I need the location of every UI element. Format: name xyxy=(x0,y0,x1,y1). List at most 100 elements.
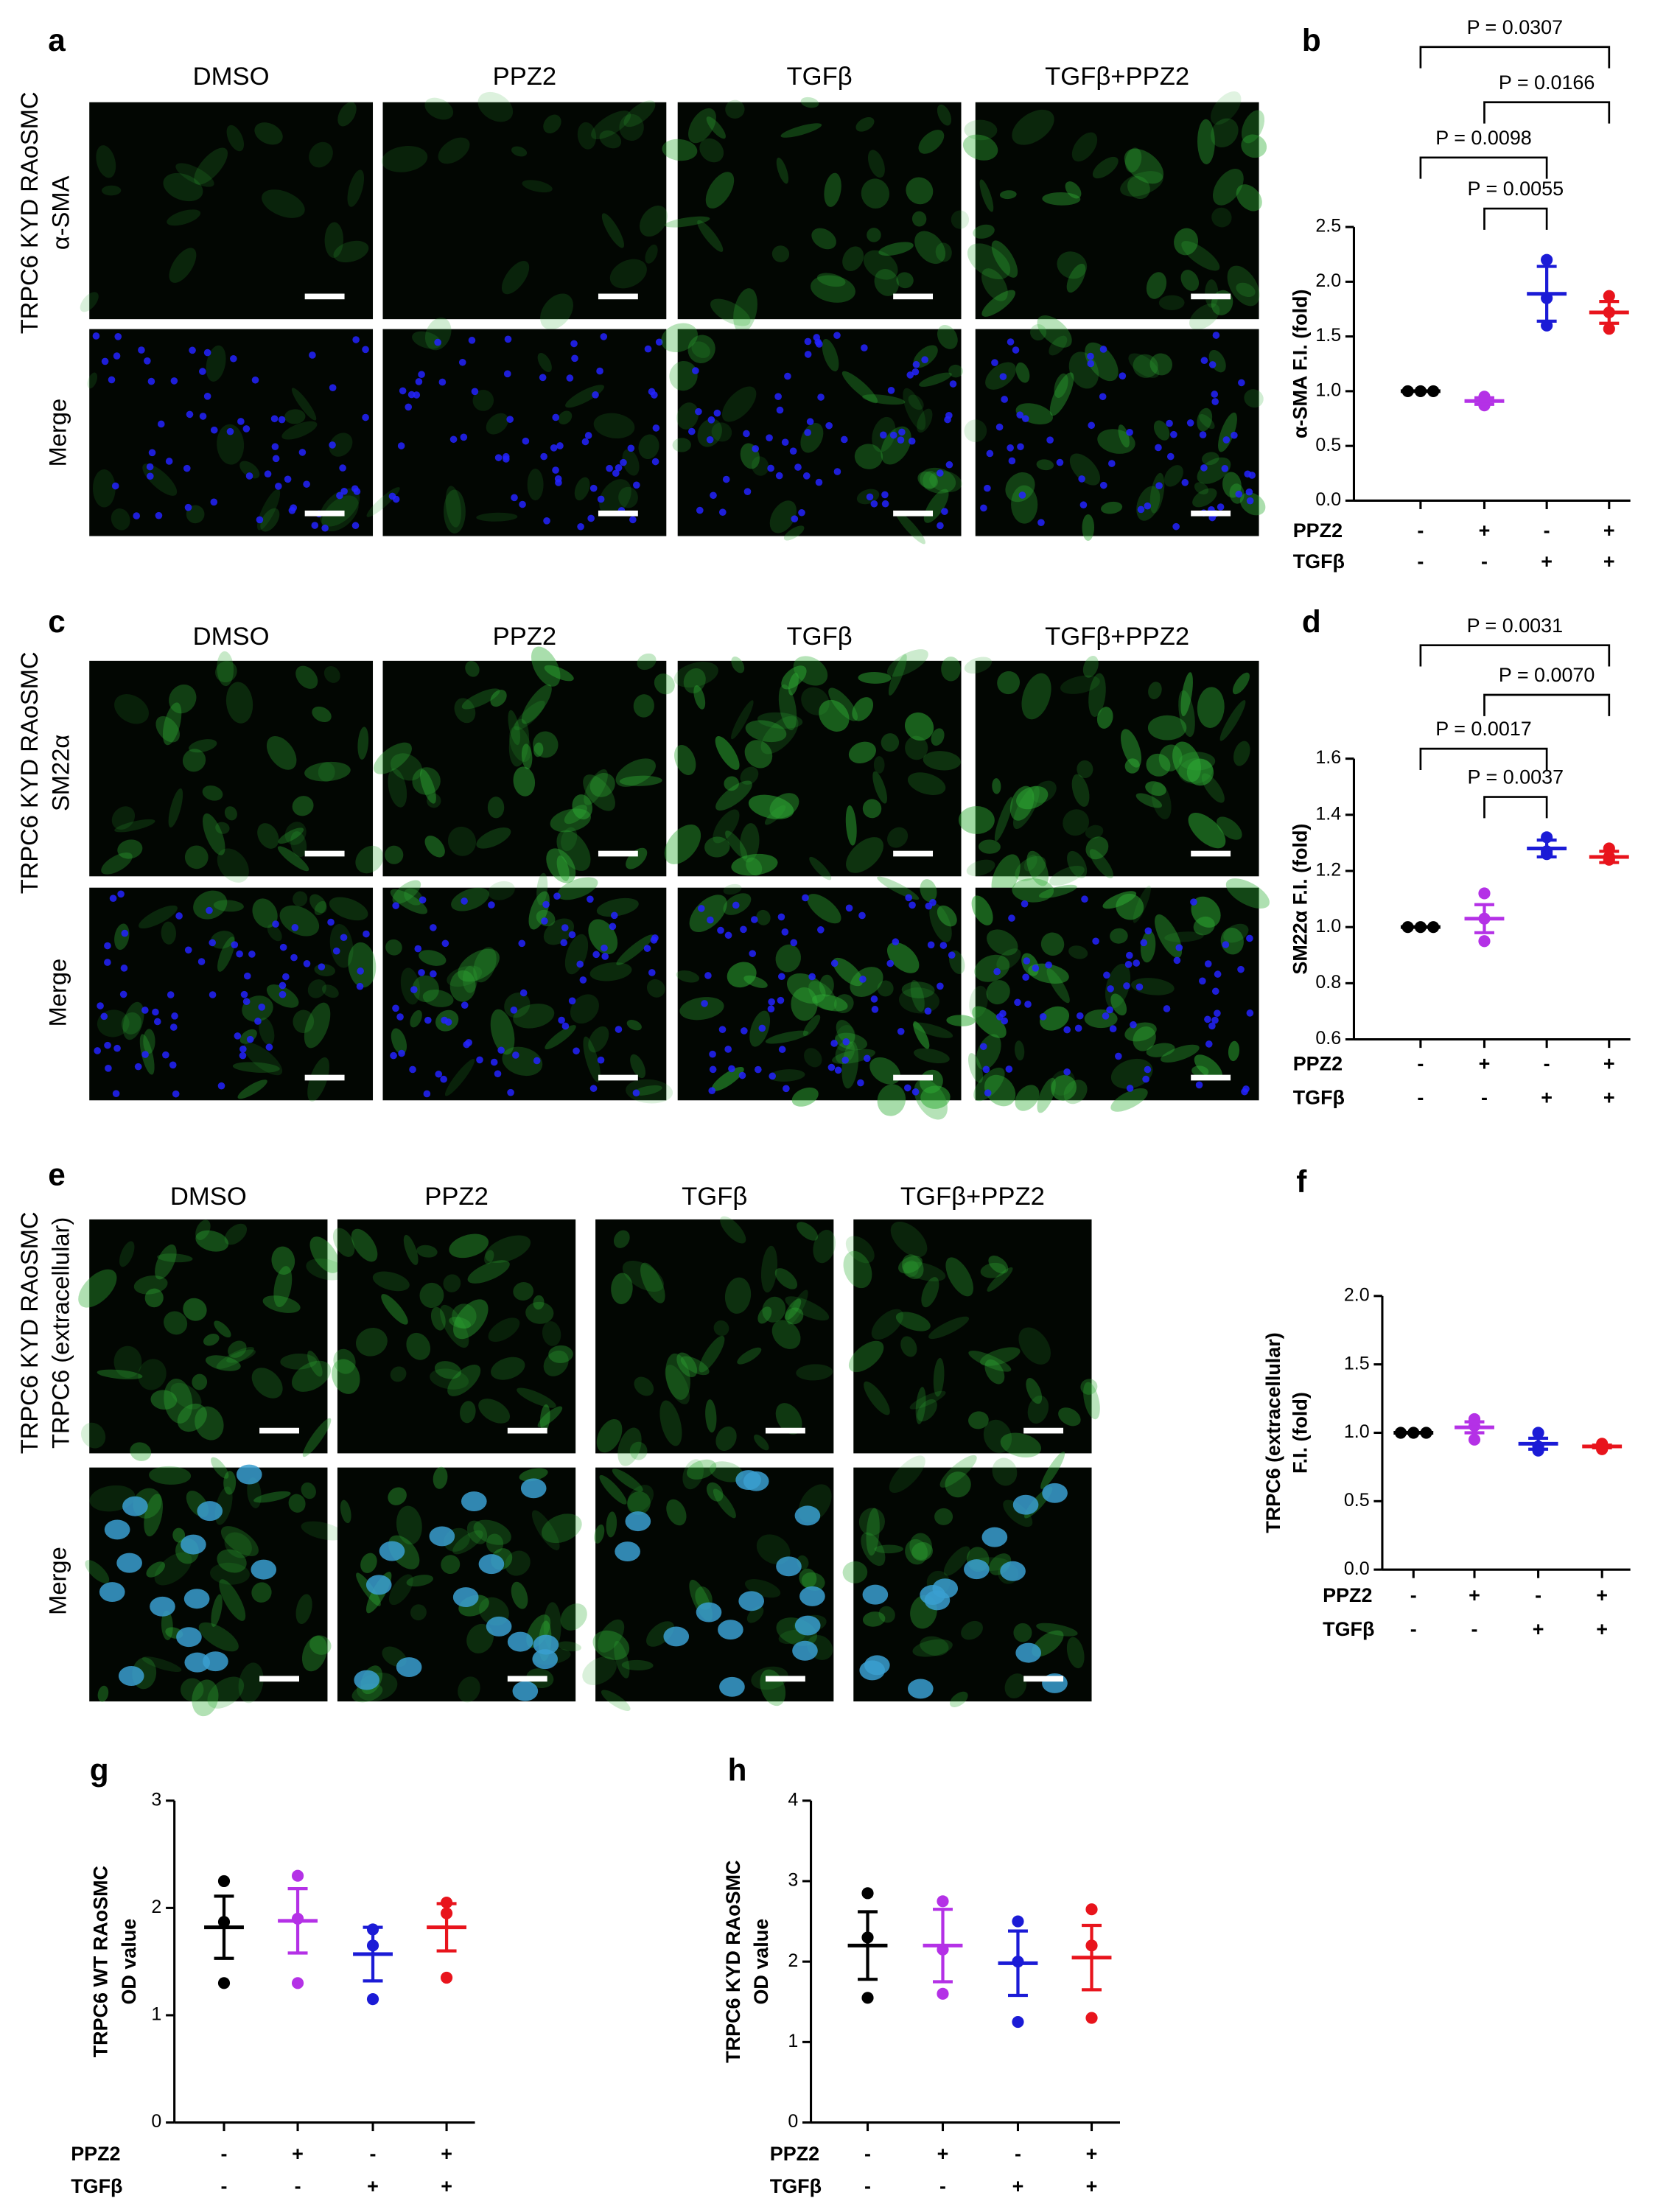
condition-sign: + xyxy=(1603,519,1615,542)
nucleus xyxy=(117,890,125,898)
cell xyxy=(438,137,470,164)
cell xyxy=(329,433,353,457)
cell xyxy=(601,213,625,248)
cell xyxy=(945,1471,971,1498)
cell xyxy=(911,211,927,227)
cell xyxy=(540,293,573,330)
nucleus xyxy=(434,338,441,346)
cell xyxy=(637,653,657,671)
data-point xyxy=(366,1993,379,2006)
nucleus xyxy=(1000,1561,1026,1581)
cell xyxy=(169,248,197,283)
p-value: P = 0.0017 xyxy=(1435,718,1532,740)
cell xyxy=(1205,279,1219,308)
nucleus xyxy=(104,942,111,950)
cell xyxy=(589,962,632,981)
micrograph-background xyxy=(677,102,962,320)
nucleus xyxy=(236,1464,262,1485)
cell xyxy=(570,994,599,1024)
condition-sign: - xyxy=(864,2143,871,2165)
cell xyxy=(1110,1088,1148,1112)
cell xyxy=(920,1636,949,1656)
cell xyxy=(919,372,952,387)
cell xyxy=(619,113,644,141)
cell xyxy=(458,1676,480,1703)
micrograph-background xyxy=(89,1219,328,1454)
nucleus xyxy=(1208,361,1217,368)
cell xyxy=(835,1040,855,1064)
cell xyxy=(983,1419,1012,1453)
cell xyxy=(797,1222,819,1241)
condition-sign: - xyxy=(1417,1086,1424,1108)
cell xyxy=(288,1494,306,1513)
nucleus xyxy=(354,1670,380,1690)
condition-sign: + xyxy=(1596,1618,1608,1640)
cell xyxy=(564,805,587,825)
cell xyxy=(1012,109,1054,145)
cell xyxy=(189,739,217,753)
nucleus xyxy=(1126,1085,1134,1092)
cell xyxy=(527,469,544,501)
cell xyxy=(461,688,500,710)
cell xyxy=(646,1621,674,1647)
cell xyxy=(834,1025,855,1051)
scale-bar xyxy=(304,510,345,517)
nucleus xyxy=(510,1007,518,1014)
cell xyxy=(391,1028,407,1054)
cell xyxy=(622,449,640,476)
nucleus xyxy=(1195,1081,1203,1089)
nucleus xyxy=(533,1634,559,1655)
cell xyxy=(1071,132,1098,162)
cell xyxy=(611,1273,633,1304)
cell xyxy=(1239,492,1266,516)
nucleus xyxy=(1119,372,1127,380)
cell xyxy=(964,419,987,443)
micrograph xyxy=(87,329,374,536)
cell xyxy=(167,209,201,226)
cell xyxy=(312,706,332,723)
cell xyxy=(967,1053,984,1083)
cell xyxy=(596,897,639,917)
nucleus xyxy=(802,894,809,902)
cell xyxy=(508,718,530,767)
nucleus xyxy=(104,1519,130,1540)
panel-letter: h xyxy=(728,1752,747,1787)
cell xyxy=(1147,715,1187,741)
cell xyxy=(1227,265,1260,307)
cell xyxy=(733,288,757,334)
nucleus xyxy=(794,1615,821,1636)
nucleus xyxy=(504,335,512,343)
cell xyxy=(522,180,553,193)
cell xyxy=(1155,914,1183,958)
nucleus xyxy=(203,349,211,357)
nucleus xyxy=(438,378,447,386)
nucleus xyxy=(1155,482,1163,489)
cell xyxy=(974,954,1010,982)
cell xyxy=(172,1527,186,1543)
cell xyxy=(385,845,404,864)
cell xyxy=(243,1042,283,1076)
nucleus xyxy=(696,1602,722,1623)
nucleus xyxy=(948,951,956,959)
nucleus xyxy=(94,1047,102,1054)
cell xyxy=(478,1399,511,1424)
cell xyxy=(1158,744,1183,771)
y-tick-label: 1.0 xyxy=(1344,1421,1370,1442)
cell xyxy=(871,1309,903,1340)
cell xyxy=(259,1017,275,1046)
cell xyxy=(980,1262,1007,1278)
cell xyxy=(144,1288,164,1308)
nucleus xyxy=(708,1087,716,1095)
nucleus xyxy=(550,444,558,452)
cell xyxy=(373,742,412,774)
cell xyxy=(788,673,799,696)
scale-bar xyxy=(507,1427,547,1434)
nucleus xyxy=(1099,481,1107,489)
nucleus xyxy=(1099,346,1107,353)
nucleus xyxy=(210,426,218,434)
data-point xyxy=(861,1992,874,2004)
nucleus xyxy=(1241,1088,1248,1096)
cell xyxy=(1077,760,1093,779)
cell xyxy=(845,805,857,846)
nucleus xyxy=(279,990,287,998)
